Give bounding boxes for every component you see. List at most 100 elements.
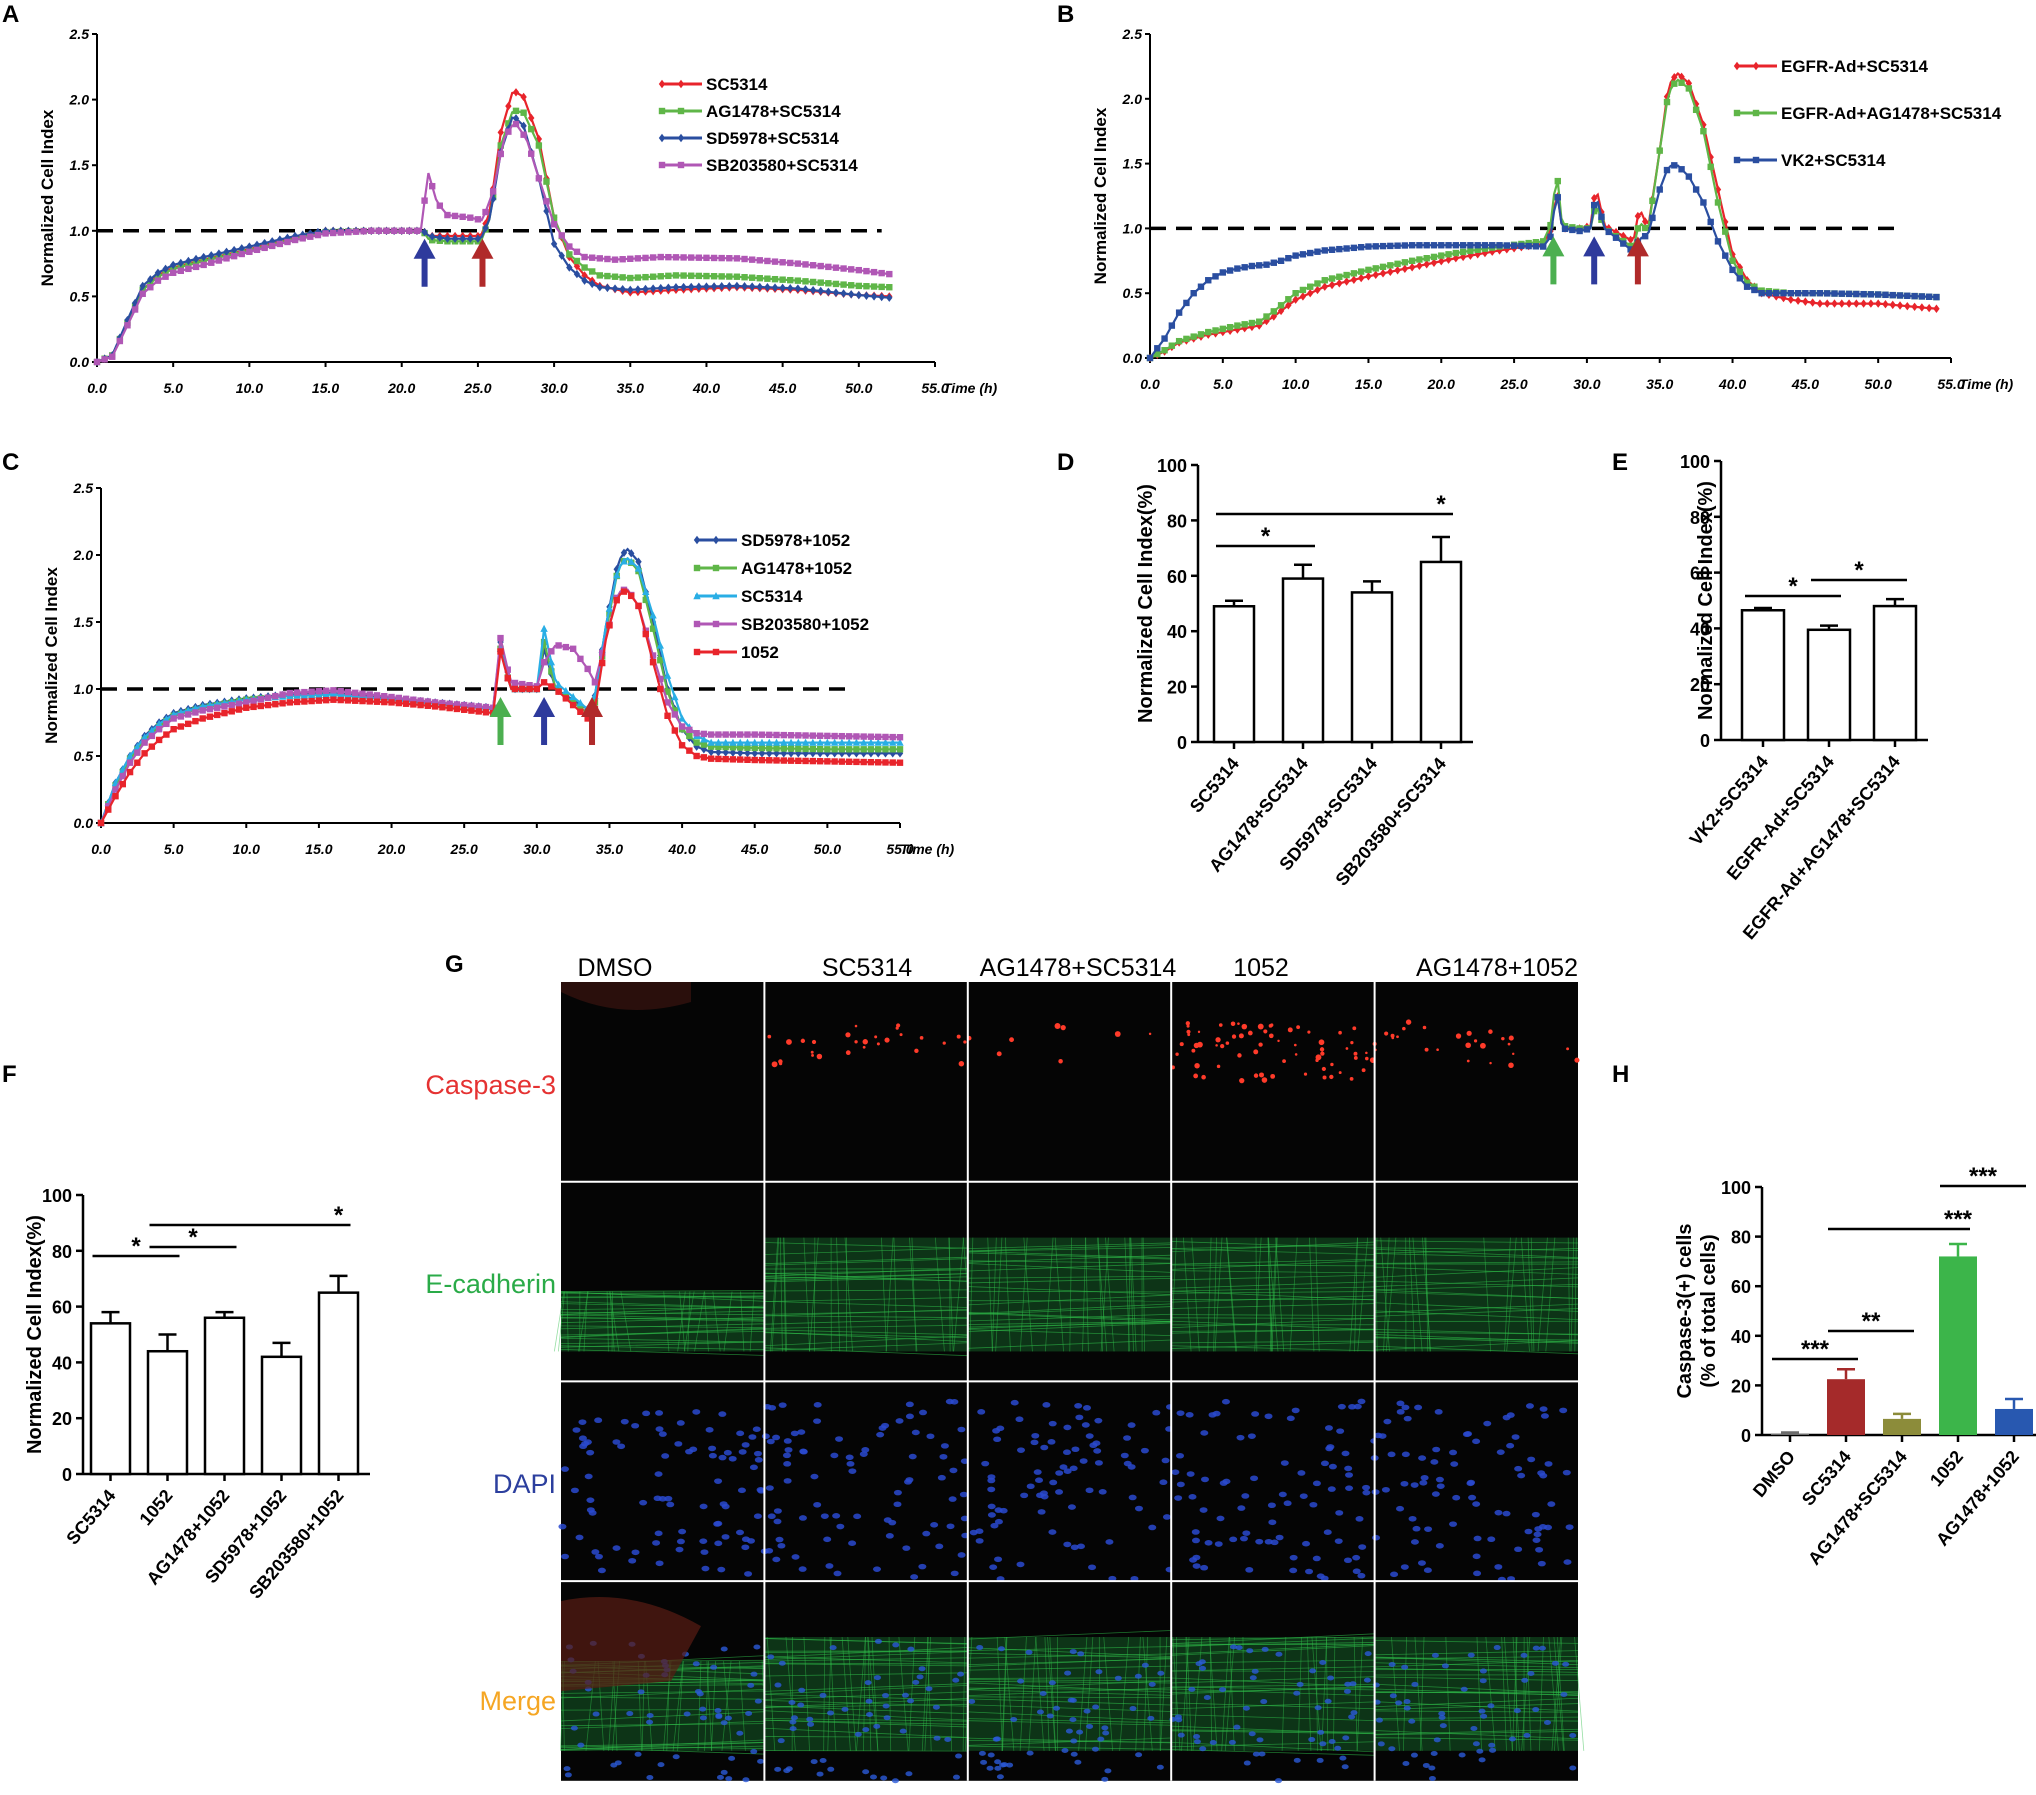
micrograph-cell [967, 1381, 1174, 1582]
nucleus [807, 1721, 815, 1727]
data-point [700, 735, 708, 743]
data-point [693, 752, 700, 760]
data-point [126, 768, 134, 776]
nucleus [1537, 1470, 1546, 1476]
nucleus [736, 1430, 745, 1437]
data-point [1321, 277, 1328, 284]
data-point [1641, 217, 1649, 226]
micrograph-cell [967, 1181, 1172, 1382]
membrane-mesh [677, 1661, 684, 1751]
data-point [535, 134, 543, 144]
panel-letter-h: H [1612, 1061, 1629, 1088]
nucleus [1200, 1564, 1209, 1571]
nucleus [761, 1433, 770, 1440]
membrane-mesh [721, 1661, 732, 1751]
caspase-signal-dot [1253, 1049, 1259, 1055]
nucleus [1420, 1474, 1429, 1481]
membrane-mesh [1374, 1289, 1579, 1299]
nucleus [1334, 1745, 1342, 1751]
nucleus [1283, 1500, 1292, 1507]
data-point [896, 734, 904, 741]
data-point [771, 258, 779, 265]
membrane-mesh [764, 1308, 968, 1317]
nucleus [1362, 1489, 1371, 1496]
nucleus [1532, 1707, 1540, 1713]
data-point [766, 749, 773, 758]
data-point [214, 711, 221, 719]
chart-a-x-tick-label: 45.0 [768, 380, 796, 396]
significance-label: ** [1862, 1308, 1881, 1335]
nucleus [1423, 1567, 1432, 1574]
nucleus [1031, 1432, 1040, 1439]
membrane-mesh [1551, 1636, 1562, 1751]
membrane-mesh [764, 1663, 968, 1667]
membrane-mesh [1182, 1237, 1192, 1352]
caspase-signal-dot [1258, 1042, 1263, 1047]
data-point [1751, 286, 1758, 294]
nucleus [767, 1513, 776, 1520]
membrane-mesh [1548, 1636, 1559, 1751]
nucleus [1494, 1509, 1503, 1516]
nucleus [1363, 1677, 1371, 1683]
data-point [368, 227, 375, 234]
data-point [163, 720, 170, 728]
nucleus [1083, 1708, 1091, 1714]
caspase-signal-dot [1465, 1042, 1471, 1049]
nucleus [753, 1513, 762, 1520]
data-point [388, 693, 395, 701]
nucleus [866, 1711, 874, 1717]
data-point [1707, 218, 1714, 226]
nucleus [699, 1538, 708, 1544]
membrane-mesh [1004, 1636, 1015, 1751]
nucleus [1053, 1705, 1061, 1711]
micrograph-cell [1170, 982, 1376, 1182]
nucleus [1336, 1428, 1345, 1434]
nucleus [1067, 1504, 1076, 1510]
data-point [1671, 73, 1678, 82]
caspase-signal-dot [1566, 1047, 1570, 1051]
legend-swatch-marker [693, 592, 701, 600]
chart-a-y-tick-label: 2.5 [69, 26, 90, 42]
data-point [1183, 299, 1190, 307]
data-point [250, 703, 257, 711]
nucleus [1343, 1557, 1352, 1564]
nucleus [767, 1654, 775, 1660]
chart-a-x-tick-label: 15.0 [312, 380, 339, 396]
data-point [497, 634, 504, 642]
membrane-mesh [1171, 1729, 1375, 1733]
data-point [1423, 255, 1430, 262]
nucleus [1061, 1748, 1069, 1754]
nucleus [1535, 1546, 1544, 1553]
membrane-mesh [841, 1636, 851, 1751]
nucleus [1239, 1535, 1248, 1542]
data-point [577, 704, 584, 711]
nucleus [1472, 1501, 1481, 1507]
membrane-mesh [764, 1332, 968, 1339]
nucleus [1563, 1559, 1572, 1565]
legend-swatch-marker [693, 648, 701, 656]
caspase-signal-dot [1402, 1026, 1406, 1031]
membrane-mesh [967, 1720, 1172, 1726]
data-point [291, 236, 299, 244]
nucleus [1538, 1645, 1546, 1651]
nucleus [1390, 1571, 1399, 1578]
data-point [1226, 324, 1234, 331]
data-point [852, 738, 861, 746]
data-point [1314, 280, 1321, 287]
data-point [848, 290, 855, 299]
data-point [816, 745, 824, 753]
nucleus [1383, 1418, 1392, 1425]
membrane-mesh [1374, 1730, 1579, 1736]
nucleus [1235, 1645, 1243, 1651]
nucleus [1381, 1486, 1390, 1493]
nucleus [617, 1443, 626, 1450]
data-point [308, 697, 315, 705]
chart-b-x-tick-label: 25.0 [1499, 376, 1527, 392]
nucleus [1042, 1402, 1051, 1408]
nucleus [1229, 1536, 1238, 1543]
membrane-mesh [560, 1709, 765, 1711]
data-point [611, 273, 619, 280]
micrograph-cell [1170, 1181, 1375, 1382]
data-point [550, 239, 558, 249]
nucleus [1401, 1664, 1409, 1670]
